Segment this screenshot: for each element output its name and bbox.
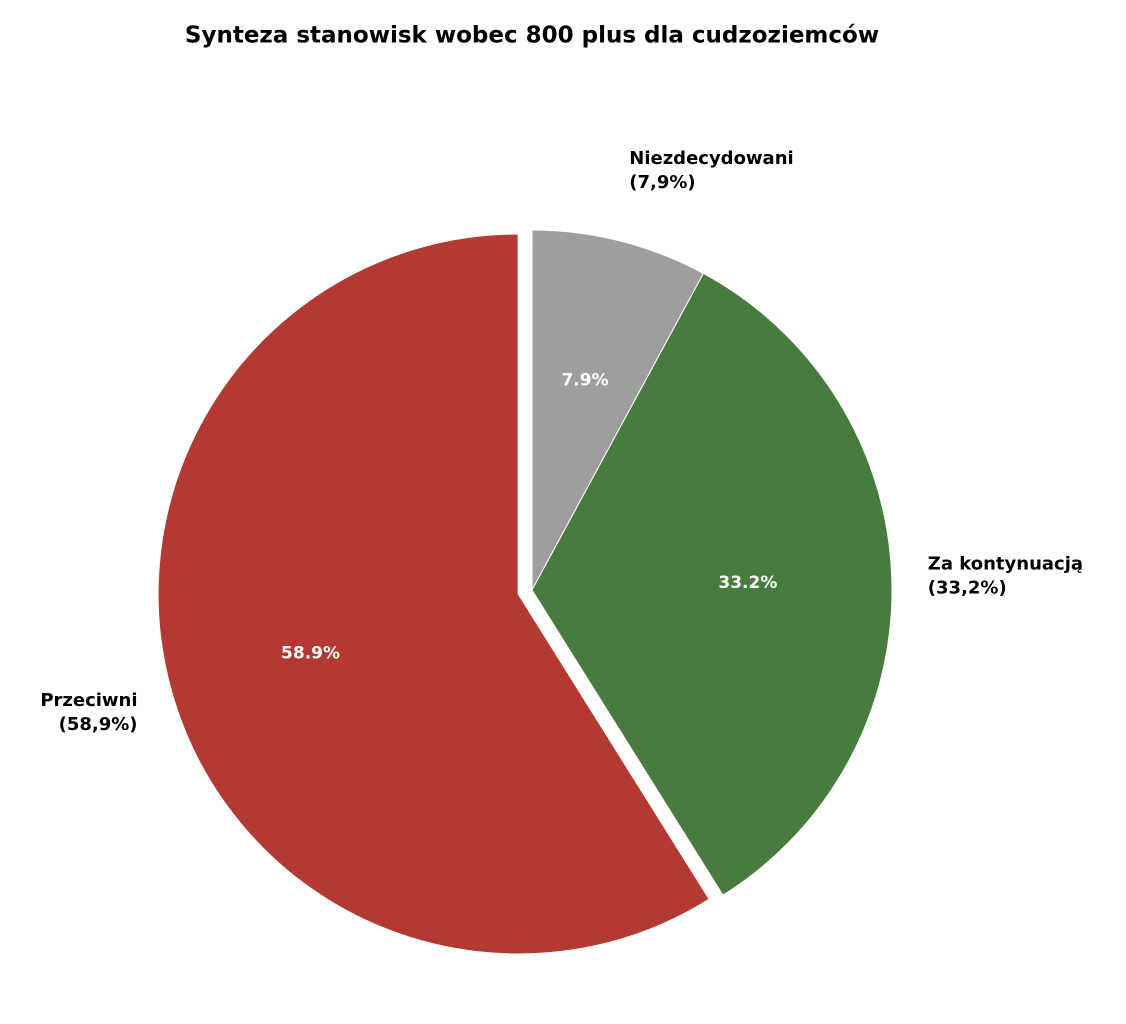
- pie-slice: [531, 229, 705, 591]
- slice-percent-label: (7,9%): [629, 172, 695, 193]
- slice-category-label: Za kontynuacją: [928, 553, 1083, 574]
- slice-category-label: Niezdecydowani: [629, 148, 793, 169]
- slice-value-label: 33.2%: [718, 573, 777, 593]
- pie-slice: [157, 233, 710, 955]
- slice-category-label: Przeciwni: [40, 690, 137, 711]
- slice-value-label: 7.9%: [561, 371, 608, 391]
- slice-percent-label: (33,2%): [928, 577, 1007, 598]
- pie-slice: [531, 272, 893, 896]
- slice-value-label: 58.9%: [281, 644, 340, 664]
- chart-title: Synteza stanowisk wobec 800 plus dla cud…: [185, 23, 879, 49]
- slice-percent-label: (58,9%): [59, 714, 138, 735]
